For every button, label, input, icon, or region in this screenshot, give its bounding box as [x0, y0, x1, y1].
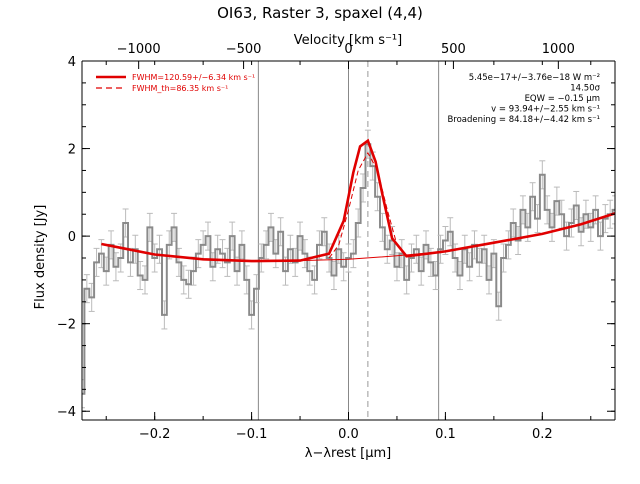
series-fit	[101, 138, 615, 263]
x-tick-label: 0.0	[338, 427, 359, 442]
y-tick-label: 4	[68, 55, 76, 70]
annotation-0: 5.45e−17+/−3.76e−18 W m⁻²	[469, 73, 600, 83]
x-axis-label: λ−λrest [μm]	[305, 446, 391, 461]
annotation-1: 14.50σ	[570, 84, 600, 94]
x2-tick-label: −1000	[117, 42, 161, 57]
top-axis-label: Velocity [km s⁻¹]	[294, 33, 402, 48]
plot-area	[82, 129, 615, 409]
y-tick-label: −4	[57, 405, 76, 420]
x2-tick-label: −500	[226, 42, 262, 57]
y-tick-label: 0	[68, 230, 76, 245]
x2-tick-label: 0	[344, 42, 352, 57]
series-thermal-profile	[328, 151, 407, 259]
x-tick-label: −0.2	[139, 427, 171, 442]
chart-title: OI63, Raster 3, spaxel (4,4)	[217, 4, 423, 22]
x-tick-label: 0.2	[532, 427, 553, 442]
y-tick-label: −2	[57, 318, 76, 333]
y-tick-label: 2	[68, 143, 76, 158]
axes: −0.2 −0.1 0.0 0.1 0.2 −1000 −500 0 500 1000 −4 −2 0 2…	[57, 42, 616, 442]
annotation-2: EQW = −0.15 μm	[525, 94, 600, 104]
legend-label-1: FWHM_th=86.35 km s⁻¹	[132, 84, 228, 93]
reference-lines	[257, 61, 440, 420]
y-axis-label: Flux density [Jy]	[33, 205, 48, 310]
x2-tick-label: 1000	[542, 42, 575, 57]
x-tick-label: −0.1	[236, 427, 268, 442]
series-spectrum	[82, 143, 615, 395]
annotation-4: Broadening = 84.18+/−4.42 km s⁻¹	[447, 115, 600, 125]
x-tick-label: 0.1	[435, 427, 456, 442]
annotation-3: v = 93.94+/−2.55 km s⁻¹	[491, 105, 600, 115]
legend: FWHM=120.59+/−6.34 km s⁻¹ FWHM_th=86.35 k…	[96, 73, 255, 93]
x2-tick-label: 500	[441, 42, 466, 57]
legend-label-0: FWHM=120.59+/−6.34 km s⁻¹	[132, 73, 255, 82]
